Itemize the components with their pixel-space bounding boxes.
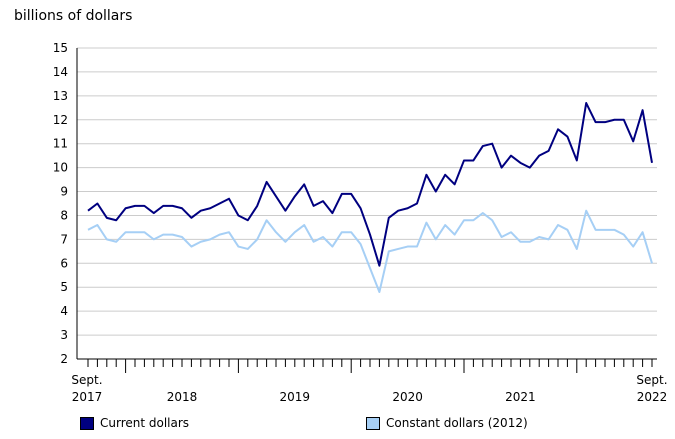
x-tick-label-end-month: Sept. — [636, 373, 667, 387]
y-tick-label-12: 12 — [53, 113, 68, 127]
y-tick-label-8: 8 — [60, 208, 68, 222]
legend-label-current: Current dollars — [100, 416, 190, 430]
x-tick-label-end-year: 2022 — [637, 390, 668, 404]
y-tick-label-6: 6 — [60, 256, 68, 270]
series-line-current-dollars — [87, 102, 653, 267]
y-tick-label-10: 10 — [53, 161, 68, 175]
x-tick-label-2019: 2019 — [280, 390, 311, 404]
y-tick-label-2: 2 — [60, 352, 68, 366]
x-tick-label-start-year: 2017 — [72, 390, 103, 404]
x-tick-label-2021: 2021 — [505, 390, 536, 404]
y-tick-label-3: 3 — [60, 328, 68, 342]
x-tick-label-start-month: Sept. — [71, 373, 102, 387]
x-tick-label-2020: 2020 — [392, 390, 423, 404]
legend-label-constant: Constant dollars (2012) — [386, 416, 528, 430]
legend-swatch-current — [80, 416, 94, 430]
y-tick-label-15: 15 — [53, 41, 68, 55]
legend-item-current: Current dollars — [80, 416, 189, 430]
x-tick-label-2018: 2018 — [167, 390, 198, 404]
y-tick-label-5: 5 — [60, 280, 68, 294]
y-tick-label-13: 13 — [53, 89, 68, 103]
y-tick-label-7: 7 — [60, 232, 68, 246]
y-tick-label-4: 4 — [60, 304, 68, 318]
y-tick-label-9: 9 — [60, 185, 68, 199]
legend-swatch-constant — [366, 416, 380, 430]
y-tick-label-11: 11 — [53, 137, 68, 151]
legend-item-constant: Constant dollars (2012) — [366, 416, 528, 430]
y-axis-title: billions of dollars — [14, 8, 133, 24]
series-line-constant-dollars — [87, 209, 653, 294]
y-tick-label-14: 14 — [53, 65, 68, 79]
